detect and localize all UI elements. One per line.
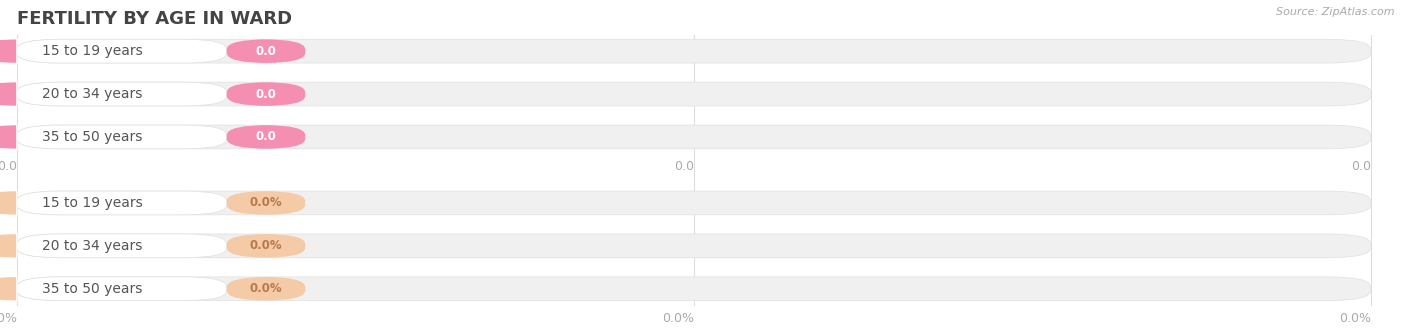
Text: 35 to 50 years: 35 to 50 years (42, 282, 142, 296)
FancyBboxPatch shape (17, 191, 226, 215)
Text: FERTILITY BY AGE IN WARD: FERTILITY BY AGE IN WARD (17, 10, 292, 28)
Text: 0.0%: 0.0% (250, 196, 283, 210)
Text: 0.0: 0.0 (1351, 160, 1371, 173)
FancyBboxPatch shape (226, 82, 305, 106)
Wedge shape (0, 39, 17, 63)
Text: 0.0: 0.0 (256, 45, 277, 58)
FancyBboxPatch shape (17, 125, 226, 149)
FancyBboxPatch shape (17, 39, 1371, 63)
Text: 0.0: 0.0 (256, 130, 277, 144)
FancyBboxPatch shape (17, 277, 1371, 301)
FancyBboxPatch shape (226, 234, 305, 258)
Text: 0.0: 0.0 (673, 160, 695, 173)
Wedge shape (0, 234, 17, 258)
FancyBboxPatch shape (17, 277, 226, 301)
Wedge shape (0, 191, 17, 215)
Text: 20 to 34 years: 20 to 34 years (42, 239, 142, 253)
FancyBboxPatch shape (226, 191, 305, 215)
Text: 20 to 34 years: 20 to 34 years (42, 87, 142, 101)
FancyBboxPatch shape (226, 125, 305, 149)
Wedge shape (0, 125, 17, 149)
Text: 15 to 19 years: 15 to 19 years (42, 44, 143, 58)
Text: 0.0%: 0.0% (662, 312, 695, 325)
Text: 0.0%: 0.0% (250, 282, 283, 295)
Text: 0.0%: 0.0% (0, 312, 17, 325)
FancyBboxPatch shape (17, 39, 226, 63)
Text: 0.0%: 0.0% (250, 239, 283, 252)
Text: 0.0%: 0.0% (1339, 312, 1371, 325)
Text: 35 to 50 years: 35 to 50 years (42, 130, 142, 144)
FancyBboxPatch shape (226, 39, 305, 63)
FancyBboxPatch shape (17, 82, 1371, 106)
Wedge shape (0, 277, 17, 301)
Text: Source: ZipAtlas.com: Source: ZipAtlas.com (1277, 7, 1395, 17)
FancyBboxPatch shape (17, 234, 226, 258)
Wedge shape (0, 82, 17, 106)
FancyBboxPatch shape (17, 191, 1371, 215)
FancyBboxPatch shape (17, 82, 226, 106)
Text: 15 to 19 years: 15 to 19 years (42, 196, 143, 210)
FancyBboxPatch shape (226, 277, 305, 301)
Text: 0.0: 0.0 (0, 160, 17, 173)
FancyBboxPatch shape (17, 125, 1371, 149)
Text: 0.0: 0.0 (256, 87, 277, 101)
FancyBboxPatch shape (17, 234, 1371, 258)
